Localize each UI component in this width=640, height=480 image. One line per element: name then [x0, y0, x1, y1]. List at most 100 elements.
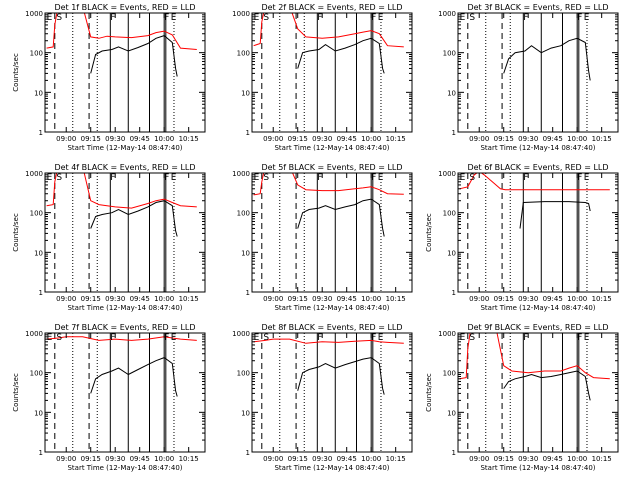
x-tick-label: 09:45: [130, 135, 150, 143]
plot-frame: [251, 12, 413, 133]
y-axis-label: Counts/sec: [12, 373, 20, 412]
plot-frame: [251, 332, 413, 453]
x-tick-label: 10:00: [154, 295, 174, 303]
y-tick-label: 100: [237, 50, 250, 58]
flag-label: S: [469, 333, 475, 343]
x-tick-label: 09:45: [543, 455, 563, 463]
y-axis-label: Counts/sec: [12, 53, 20, 92]
flag-label: E: [460, 13, 466, 23]
y-tick-label: 1000: [438, 10, 456, 18]
events-rate-line: [503, 37, 591, 81]
y-tick-label: 10: [34, 249, 43, 257]
plot-frame: [44, 332, 206, 453]
flag-label: F: [371, 173, 376, 183]
x-tick-label: 10:00: [361, 455, 381, 463]
x-tick-label: 10:15: [179, 455, 199, 463]
x-tick-label: 09:30: [518, 455, 538, 463]
plot-frame: [457, 332, 619, 453]
lld-rate-line: [46, 13, 197, 50]
y-tick-label: 1: [452, 129, 456, 137]
x-tick-label: 09:00: [263, 295, 283, 303]
y-tick-label: 1: [246, 289, 250, 297]
x-tick-label: 09:15: [494, 455, 514, 463]
x-tick-label: 09:00: [56, 455, 76, 463]
panel-title: Det 4f BLACK = Events, RED = LLD: [54, 163, 195, 172]
flag-label: E: [584, 173, 590, 183]
x-tick-label: 09:45: [337, 455, 357, 463]
x-tick-label: 09:30: [312, 135, 332, 143]
events-rate-line: [297, 357, 385, 395]
x-tick-label: 09:00: [469, 295, 489, 303]
y-tick-label: 100: [30, 370, 43, 378]
x-tick-label: 10:15: [592, 135, 612, 143]
x-tick-label: 10:15: [592, 455, 612, 463]
x-tick-label: 10:00: [567, 135, 587, 143]
flag-label: E: [171, 333, 177, 343]
x-tick-label: 09:30: [105, 135, 125, 143]
flag-label: F: [523, 173, 528, 183]
x-tick-label: 09:45: [130, 455, 150, 463]
y-tick-label: 10: [447, 249, 456, 257]
flag-label: F: [110, 173, 115, 183]
flag-label: S: [56, 173, 62, 183]
flag-label: F: [371, 13, 376, 23]
y-tick-label: 100: [443, 370, 456, 378]
y-tick-label: 100: [443, 50, 456, 58]
y-tick-label: 1000: [25, 10, 43, 18]
flag-label: E: [378, 333, 384, 343]
x-tick-label: 09:30: [518, 295, 538, 303]
y-tick-label: 10: [241, 249, 250, 257]
panel-title: Det 5f BLACK = Events, RED = LLD: [261, 163, 402, 172]
x-tick-label: 09:00: [263, 135, 283, 143]
plot-frame: [44, 12, 206, 133]
x-axis-label: Start Time (12-May-14 08:47:40): [67, 304, 182, 312]
panel-title: Det 2f BLACK = Events, RED = LLD: [261, 3, 402, 12]
x-axis-label: Start Time (12-May-14 08:47:40): [480, 464, 595, 472]
x-tick-label: 09:30: [105, 295, 125, 303]
events-rate-line: [297, 37, 385, 74]
y-axis-label: Counts/sec: [12, 213, 20, 252]
x-axis-label: Start Time (12-May-14 08:47:40): [67, 144, 182, 152]
y-tick-label: 1: [39, 449, 43, 457]
y-axis-label: Counts/sec: [425, 373, 433, 412]
y-tick-label: 1: [246, 449, 250, 457]
flag-label: S: [469, 13, 475, 23]
plot-frame: [44, 172, 206, 293]
flag-label: F: [577, 13, 582, 23]
panel-title: Det 6f BLACK = Events, RED = LLD: [467, 163, 608, 172]
lld-rate-line: [46, 336, 197, 341]
flag-label: F: [577, 333, 582, 343]
lld-rate-line: [459, 333, 610, 380]
panel-title: Det 9f BLACK = Events, RED = LLD: [467, 323, 608, 332]
plot-frame: [251, 172, 413, 293]
flag-label: E: [254, 333, 260, 343]
y-tick-label: 1: [452, 449, 456, 457]
flag-label: F: [110, 333, 115, 343]
x-tick-label: 09:15: [288, 135, 308, 143]
x-tick-label: 09:00: [263, 455, 283, 463]
x-tick-label: 09:30: [312, 295, 332, 303]
y-tick-label: 1000: [25, 170, 43, 178]
flag-label: E: [254, 173, 260, 183]
x-tick-label: 09:00: [56, 135, 76, 143]
y-tick-label: 100: [30, 210, 43, 218]
x-tick-label: 09:00: [469, 455, 489, 463]
y-tick-label: 100: [237, 370, 250, 378]
lld-rate-line: [253, 338, 404, 344]
x-tick-label: 09:15: [288, 295, 308, 303]
flag-label: S: [263, 13, 269, 23]
flag-label: E: [584, 13, 590, 23]
x-tick-label: 10:15: [386, 455, 406, 463]
x-tick-label: 10:00: [154, 455, 174, 463]
y-axis-label: Counts/sec: [425, 213, 433, 252]
y-tick-label: 1000: [232, 170, 250, 178]
flag-label: E: [460, 173, 466, 183]
y-tick-label: 1: [39, 289, 43, 297]
